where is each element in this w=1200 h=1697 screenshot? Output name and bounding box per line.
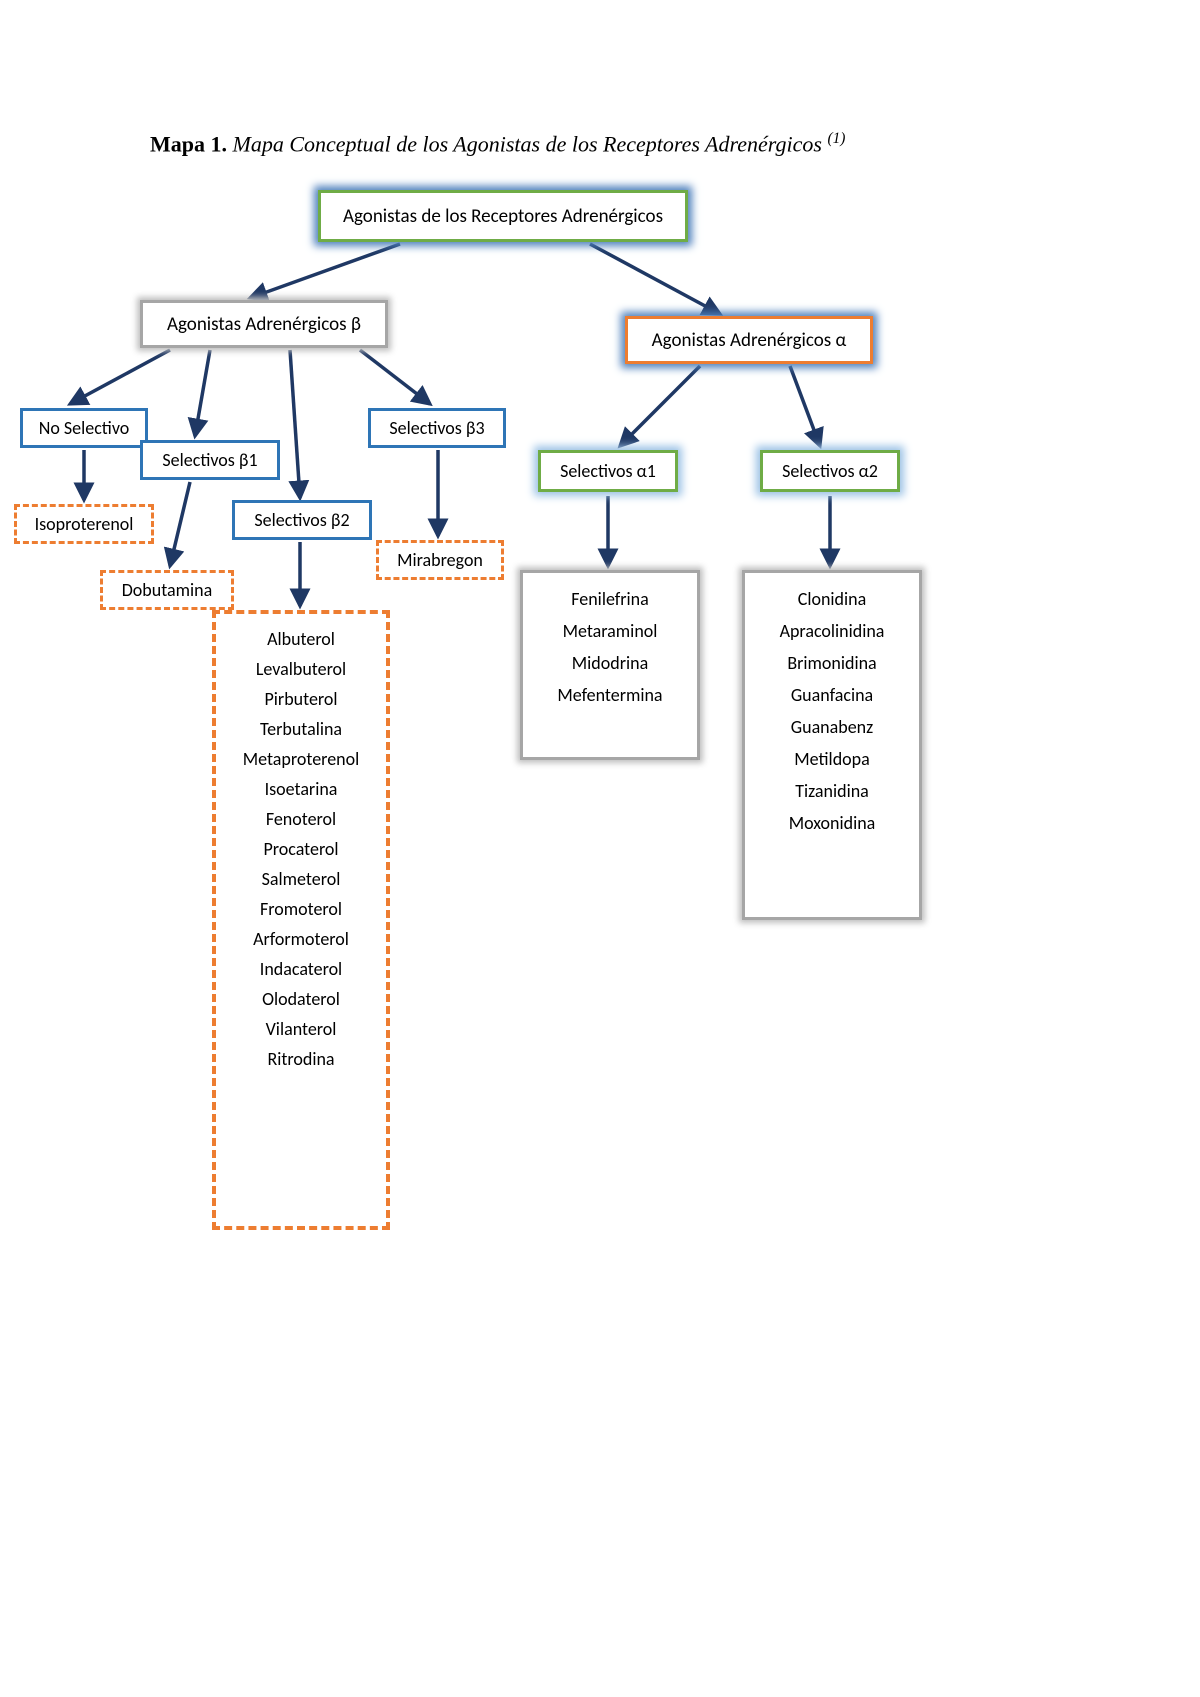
node-mira: Mirabregon (376, 540, 504, 580)
node-b3: Selectivos β3 (368, 408, 506, 448)
node-label: Isoproterenol (31, 511, 138, 537)
node-root: Agonistas de los Receptores Adrenérgicos (318, 190, 688, 242)
list-item: Vilanterol (266, 1014, 337, 1044)
node-b2: Selectivos β2 (232, 500, 372, 540)
list-item: Moxonidina (789, 807, 876, 839)
node-nosel: No Selectivo (20, 408, 148, 448)
list-item: Pirbuterol (264, 684, 337, 714)
node-dobu: Dobutamina (100, 570, 234, 610)
node-label: Agonistas Adrenérgicos β (163, 311, 365, 338)
list-a2list: ClonidinaApracolinidinaBrimonidinaGuanfa… (742, 570, 922, 920)
edge-arrow (250, 244, 400, 298)
list-item: Olodaterol (262, 984, 340, 1014)
node-label: Selectivos α2 (778, 458, 882, 484)
list-item: Guanabenz (791, 711, 874, 743)
list-item: Midodrina (572, 647, 648, 679)
node-a2: Selectivos α2 (760, 450, 900, 492)
node-label: Agonistas de los Receptores Adrenérgicos (339, 203, 667, 230)
node-a1: Selectivos α1 (538, 450, 678, 492)
node-b1: Selectivos β1 (140, 440, 280, 480)
list-item: Ritrodina (267, 1044, 334, 1074)
list-item: Metaraminol (563, 615, 658, 647)
edge-arrow (290, 350, 300, 498)
edge-arrow (170, 482, 190, 566)
node-beta: Agonistas Adrenérgicos β (140, 300, 388, 348)
list-item: Terbutalina (260, 714, 342, 744)
list-item: Metildopa (794, 743, 869, 775)
list-item: Clonidina (798, 583, 866, 615)
list-item: Fenoterol (266, 804, 336, 834)
list-item: Fenilefrina (571, 583, 648, 615)
node-label: Dobutamina (118, 577, 217, 603)
list-item: Arformoterol (253, 924, 349, 954)
edge-arrow (195, 350, 210, 436)
node-label: Mirabregon (393, 547, 487, 573)
list-item: Isoetarina (265, 774, 338, 804)
list-b2list: AlbuterolLevalbuterolPirbuterolTerbutali… (212, 610, 390, 1230)
edge-arrow (790, 366, 820, 446)
concept-map-canvas: Mapa 1. Mapa Conceptual de los Agonistas… (0, 0, 1200, 1697)
node-label: Selectivos β2 (250, 507, 353, 533)
edges-layer (0, 0, 1200, 1697)
title-sup: (1) (827, 130, 845, 147)
edge-arrow (360, 350, 430, 404)
title-main: Mapa Conceptual de los Agonistas de los … (227, 131, 827, 156)
node-label: Agonistas Adrenérgicos α (648, 327, 851, 354)
edge-arrow (70, 350, 170, 404)
list-item: Tizanidina (795, 775, 869, 807)
edge-arrow (590, 244, 720, 314)
list-item: Brimonidina (787, 647, 876, 679)
list-item: Metaproterenol (243, 744, 359, 774)
list-item: Apracolinidina (780, 615, 885, 647)
figure-title: Mapa 1. Mapa Conceptual de los Agonistas… (150, 130, 845, 157)
list-item: Levalbuterol (256, 654, 346, 684)
node-label: Selectivos β1 (158, 447, 261, 473)
list-item: Mefentermina (557, 679, 662, 711)
list-item: Albuterol (267, 624, 335, 654)
list-item: Guanfacina (791, 679, 873, 711)
node-iso: Isoproterenol (14, 504, 154, 544)
list-item: Fromoterol (260, 894, 342, 924)
node-label: Selectivos β3 (385, 415, 488, 441)
edge-arrow (620, 366, 700, 446)
title-prefix: Mapa 1. (150, 131, 227, 156)
list-a1list: FenilefrinaMetaraminolMidodrinaMefenterm… (520, 570, 700, 760)
list-item: Indacaterol (260, 954, 342, 984)
node-label: Selectivos α1 (556, 458, 660, 484)
list-item: Procaterol (263, 834, 338, 864)
list-item: Salmeterol (262, 864, 341, 894)
node-alpha: Agonistas Adrenérgicos α (625, 316, 873, 364)
node-label: No Selectivo (35, 415, 134, 441)
